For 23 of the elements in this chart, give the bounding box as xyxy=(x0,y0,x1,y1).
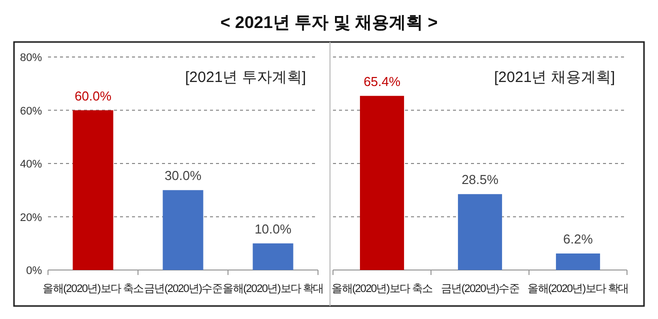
x-tick-label: 올해(2020년)보다 확대 xyxy=(222,283,324,295)
y-tick-label: 20% xyxy=(20,212,42,224)
x-tick-label: 금년(2020년)수준 xyxy=(441,283,520,295)
bar xyxy=(162,190,204,270)
bar xyxy=(72,110,114,270)
x-tick-label: 올해(2020년)보다 축소 xyxy=(42,283,144,295)
data-label: 6.2% xyxy=(563,231,594,246)
y-tick-label: 40% xyxy=(20,158,42,170)
y-tick-label: 60% xyxy=(20,105,42,118)
chart-title: < 2021년 투자 및 채용계획 > xyxy=(220,13,438,32)
x-tick-label: 올해(2020년)보다 확대 xyxy=(528,283,628,295)
data-label: 10.0% xyxy=(254,221,292,236)
data-label: 30.0% xyxy=(164,168,202,184)
text: [2021년 투자계획] xyxy=(185,69,306,86)
x-tick-label: 금년(2020년)수준 xyxy=(144,283,223,295)
x-tick-label: 올해(2020년)보다 축소 xyxy=(332,283,434,295)
data-label: 60.0% xyxy=(74,88,112,104)
y-tick-label: 80% xyxy=(20,52,42,64)
bar xyxy=(252,243,294,270)
data-label: 65.4% xyxy=(364,74,401,89)
text: [2021년 채용계획] xyxy=(494,69,615,86)
data-label: 28.5% xyxy=(462,172,499,188)
y-tick-label: 0% xyxy=(26,265,42,277)
